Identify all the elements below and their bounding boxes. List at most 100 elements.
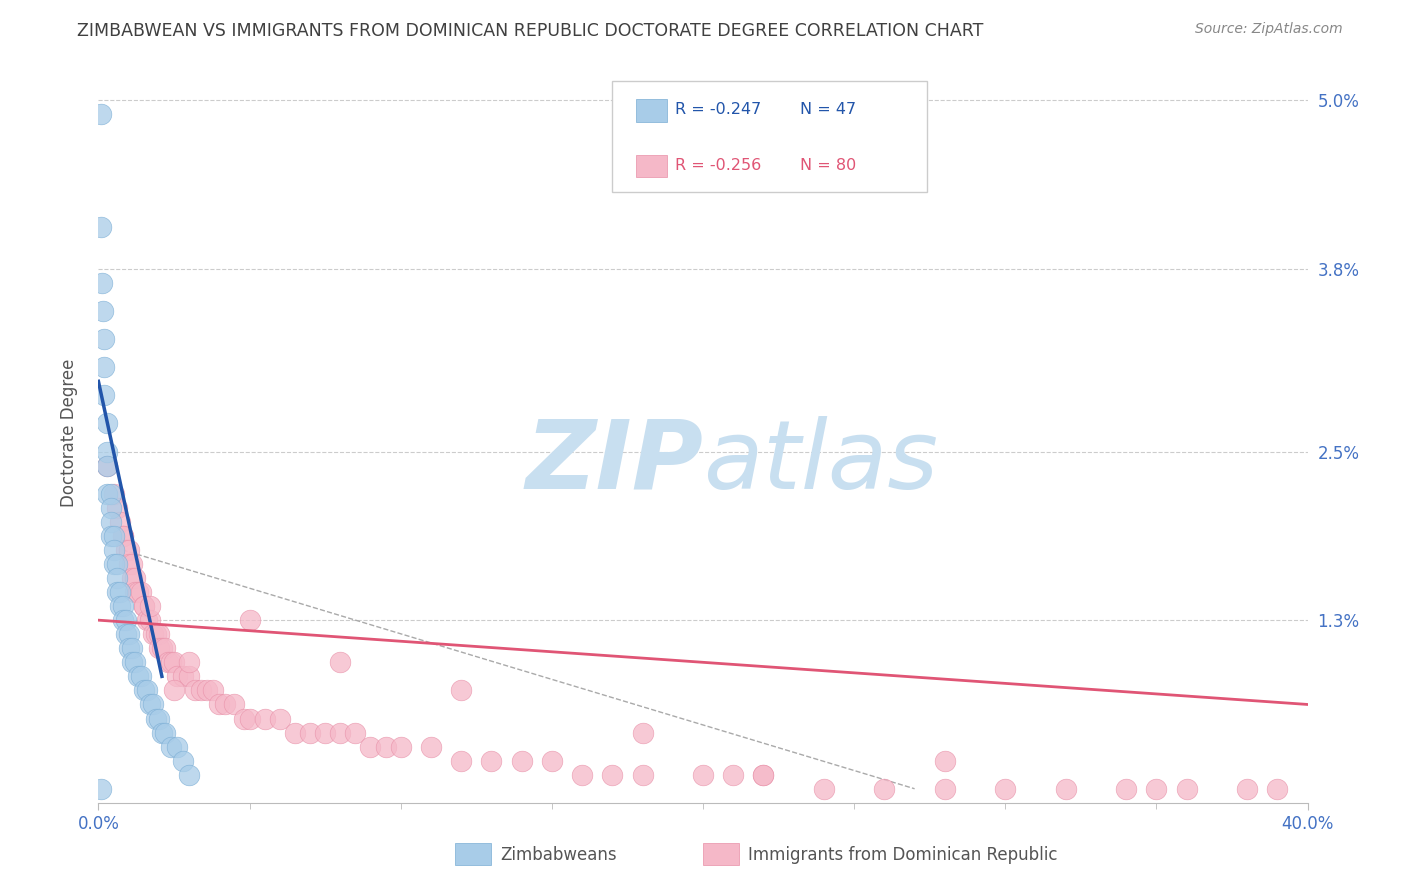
Point bbox=[179, 656, 201, 670]
Point bbox=[224, 698, 246, 712]
Point bbox=[329, 725, 352, 739]
Point bbox=[172, 754, 194, 768]
Point bbox=[631, 768, 654, 782]
Point bbox=[602, 768, 624, 782]
Point bbox=[105, 571, 128, 585]
Point bbox=[239, 613, 262, 627]
Point bbox=[540, 754, 562, 768]
Point bbox=[723, 768, 745, 782]
Text: N = 47: N = 47 bbox=[800, 102, 856, 117]
Point bbox=[124, 656, 146, 670]
Point bbox=[208, 698, 231, 712]
Point bbox=[132, 599, 155, 614]
Point bbox=[108, 585, 131, 599]
Point bbox=[329, 656, 352, 670]
Text: ZIMBABWEAN VS IMMIGRANTS FROM DOMINICAN REPUBLIC DOCTORATE DEGREE CORRELATION CH: ZIMBABWEAN VS IMMIGRANTS FROM DOMINICAN … bbox=[77, 22, 984, 40]
Point bbox=[124, 571, 146, 585]
Point bbox=[153, 641, 176, 656]
Point bbox=[96, 458, 118, 473]
Point bbox=[103, 543, 125, 558]
Point bbox=[1054, 781, 1077, 796]
Point bbox=[934, 781, 956, 796]
Point bbox=[114, 627, 136, 641]
Point bbox=[90, 107, 112, 121]
Point bbox=[93, 388, 115, 402]
Point bbox=[214, 698, 236, 712]
Point bbox=[142, 627, 165, 641]
Point bbox=[299, 725, 322, 739]
Point bbox=[114, 543, 136, 558]
Point bbox=[142, 698, 165, 712]
Point bbox=[148, 641, 170, 656]
Point bbox=[1115, 781, 1137, 796]
Point bbox=[118, 543, 141, 558]
Point bbox=[103, 557, 125, 571]
Text: atlas: atlas bbox=[703, 416, 938, 508]
Text: Zimbabweans: Zimbabweans bbox=[501, 846, 616, 863]
Point bbox=[96, 444, 118, 458]
Y-axis label: Doctorate Degree: Doctorate Degree bbox=[59, 359, 77, 507]
Text: Immigrants from Dominican Republic: Immigrants from Dominican Republic bbox=[748, 846, 1057, 863]
Point bbox=[91, 276, 114, 290]
Point bbox=[163, 683, 186, 698]
Point bbox=[450, 683, 472, 698]
Point bbox=[571, 768, 593, 782]
FancyBboxPatch shape bbox=[456, 843, 492, 865]
Point bbox=[111, 599, 134, 614]
Point bbox=[111, 529, 134, 543]
Point bbox=[253, 712, 276, 726]
Point bbox=[156, 656, 179, 670]
Point bbox=[813, 781, 835, 796]
Point bbox=[994, 781, 1017, 796]
Point bbox=[103, 487, 125, 501]
FancyBboxPatch shape bbox=[637, 155, 666, 178]
Point bbox=[139, 599, 162, 614]
Point bbox=[118, 557, 141, 571]
Point bbox=[184, 683, 207, 698]
Point bbox=[111, 613, 134, 627]
Point bbox=[145, 627, 167, 641]
Point bbox=[127, 585, 149, 599]
Point bbox=[148, 712, 170, 726]
Point bbox=[105, 500, 128, 515]
Point bbox=[118, 627, 141, 641]
Point bbox=[132, 599, 155, 614]
Point bbox=[121, 571, 143, 585]
Point bbox=[139, 613, 162, 627]
Point bbox=[360, 739, 382, 754]
Point bbox=[91, 304, 114, 318]
Point bbox=[108, 515, 131, 529]
Point bbox=[129, 585, 152, 599]
Point bbox=[105, 557, 128, 571]
Text: R = -0.247: R = -0.247 bbox=[675, 102, 762, 117]
Point bbox=[374, 739, 396, 754]
Point bbox=[195, 683, 218, 698]
Point bbox=[873, 781, 896, 796]
Point bbox=[314, 725, 336, 739]
Point bbox=[121, 641, 143, 656]
Text: R = -0.256: R = -0.256 bbox=[675, 158, 762, 173]
Point bbox=[692, 768, 714, 782]
Point bbox=[100, 529, 122, 543]
Point bbox=[752, 768, 775, 782]
Point bbox=[90, 781, 112, 796]
Point bbox=[129, 669, 152, 683]
Point bbox=[114, 613, 136, 627]
Point bbox=[752, 768, 775, 782]
Point bbox=[124, 585, 146, 599]
FancyBboxPatch shape bbox=[637, 99, 666, 121]
Text: N = 80: N = 80 bbox=[800, 158, 856, 173]
Point bbox=[269, 712, 291, 726]
Point bbox=[166, 739, 188, 754]
Point bbox=[160, 656, 183, 670]
Point bbox=[934, 754, 956, 768]
Point bbox=[190, 683, 212, 698]
Point bbox=[100, 515, 122, 529]
Point bbox=[1175, 781, 1198, 796]
Point bbox=[145, 712, 167, 726]
Point bbox=[121, 656, 143, 670]
Point bbox=[481, 754, 503, 768]
Point bbox=[389, 739, 412, 754]
Text: Source: ZipAtlas.com: Source: ZipAtlas.com bbox=[1195, 22, 1343, 37]
Point bbox=[96, 417, 118, 431]
